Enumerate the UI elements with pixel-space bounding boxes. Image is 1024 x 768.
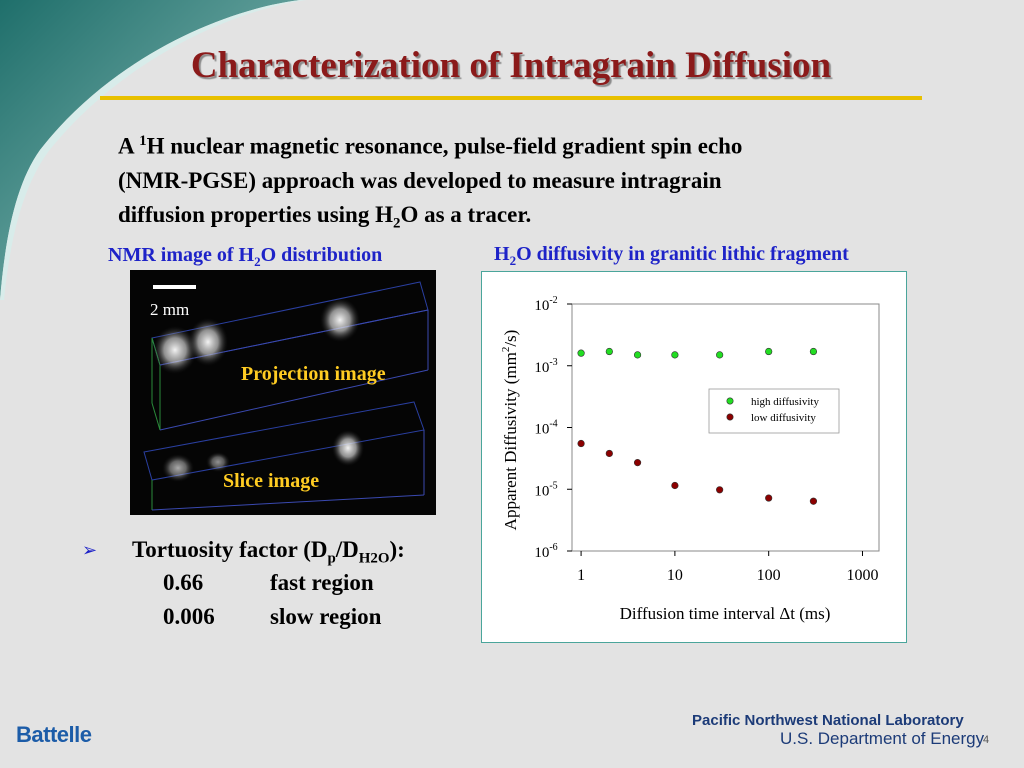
- high-diffusivity-point: [633, 351, 642, 359]
- y-tick-label: 10-6: [534, 542, 557, 561]
- high-diffusivity-point: [765, 347, 773, 356]
- x-axis-label: Diffusion time interval Δt (ms): [620, 604, 831, 623]
- x-tick-label: 10: [667, 567, 683, 584]
- chart-caption: H2O diffusivity in granitic lithic fragm…: [494, 243, 849, 268]
- y-axis-label: Apparent Diffusivity (mm2/s): [500, 330, 520, 531]
- intro-text: A 1H nuclear magnetic resonance, pulse-f…: [118, 133, 743, 232]
- bullet-arrow-icon: ➢: [82, 540, 98, 560]
- tortuosity-value-slow: 0.006: [163, 604, 215, 629]
- background-swoosh: [0, 0, 306, 300]
- low-diffusivity-point: [809, 497, 818, 505]
- legend-marker: [726, 413, 734, 421]
- y-tick-label: 10-5: [534, 480, 557, 499]
- tortuosity-heading: Tortuosity factor (Dp/DH2O):: [132, 537, 405, 567]
- legend-marker: [726, 397, 734, 405]
- footer-doe: U.S. Department of Energy: [780, 729, 985, 748]
- slice-image-label: Slice image: [223, 470, 320, 492]
- low-diffusivity-point: [633, 459, 642, 467]
- chart-legend: [708, 388, 840, 434]
- nmr-image-caption: NMR image of H2O distribution: [108, 244, 383, 269]
- scale-label: 2 mm: [150, 300, 190, 319]
- y-tick-label: 10-3: [534, 357, 557, 376]
- scale-bar: [153, 285, 196, 289]
- high-diffusivity-point: [716, 351, 724, 359]
- title-underline: [100, 96, 922, 100]
- low-diffusivity-point: [671, 481, 679, 490]
- tortuosity-label-slow: slow region: [270, 604, 382, 629]
- y-tick-label: 10-2: [534, 295, 557, 314]
- x-tick-label: 1: [577, 567, 585, 584]
- y-tick-label: 10-4: [534, 419, 557, 438]
- high-diffusivity-point: [577, 349, 585, 357]
- nmr-image-graphic: [143, 281, 429, 511]
- legend-label: low diffusivity: [751, 412, 816, 424]
- projection-image-label: Projection image: [241, 363, 386, 385]
- chart-svg: 1 10 100 1000 10-2 10-3 10-4 10-5 10-6 high diff…: [500, 295, 880, 623]
- tortuosity-value-fast: 0.66: [163, 570, 204, 595]
- low-diffusivity-point: [765, 494, 773, 502]
- tortuosity-label-fast: fast region: [270, 570, 374, 595]
- high-diffusivity-point: [605, 347, 613, 356]
- diffusivity-chart: 1 10 100 1000 10-2 10-3 10-4 10-5 10-6 high diff…: [481, 271, 907, 643]
- battelle-logo: Battelle: [16, 722, 92, 747]
- x-tick-label: 100: [757, 567, 781, 584]
- low-diffusivity-point: [716, 486, 724, 494]
- low-diffusivity-point: [577, 439, 585, 448]
- nmr-image: [130, 270, 436, 515]
- footer-lab-name: Pacific Northwest National Laboratory: [692, 712, 964, 729]
- legend-label: high diffusivity: [751, 396, 819, 408]
- low-diffusivity-point: [605, 449, 613, 458]
- slide-title: Characterization of Intragrain Diffusion: [190, 45, 832, 86]
- page-number: 4: [983, 734, 990, 746]
- high-diffusivity-point: [671, 351, 679, 359]
- x-tick-label: 1000: [846, 567, 878, 584]
- high-diffusivity-point: [809, 347, 818, 356]
